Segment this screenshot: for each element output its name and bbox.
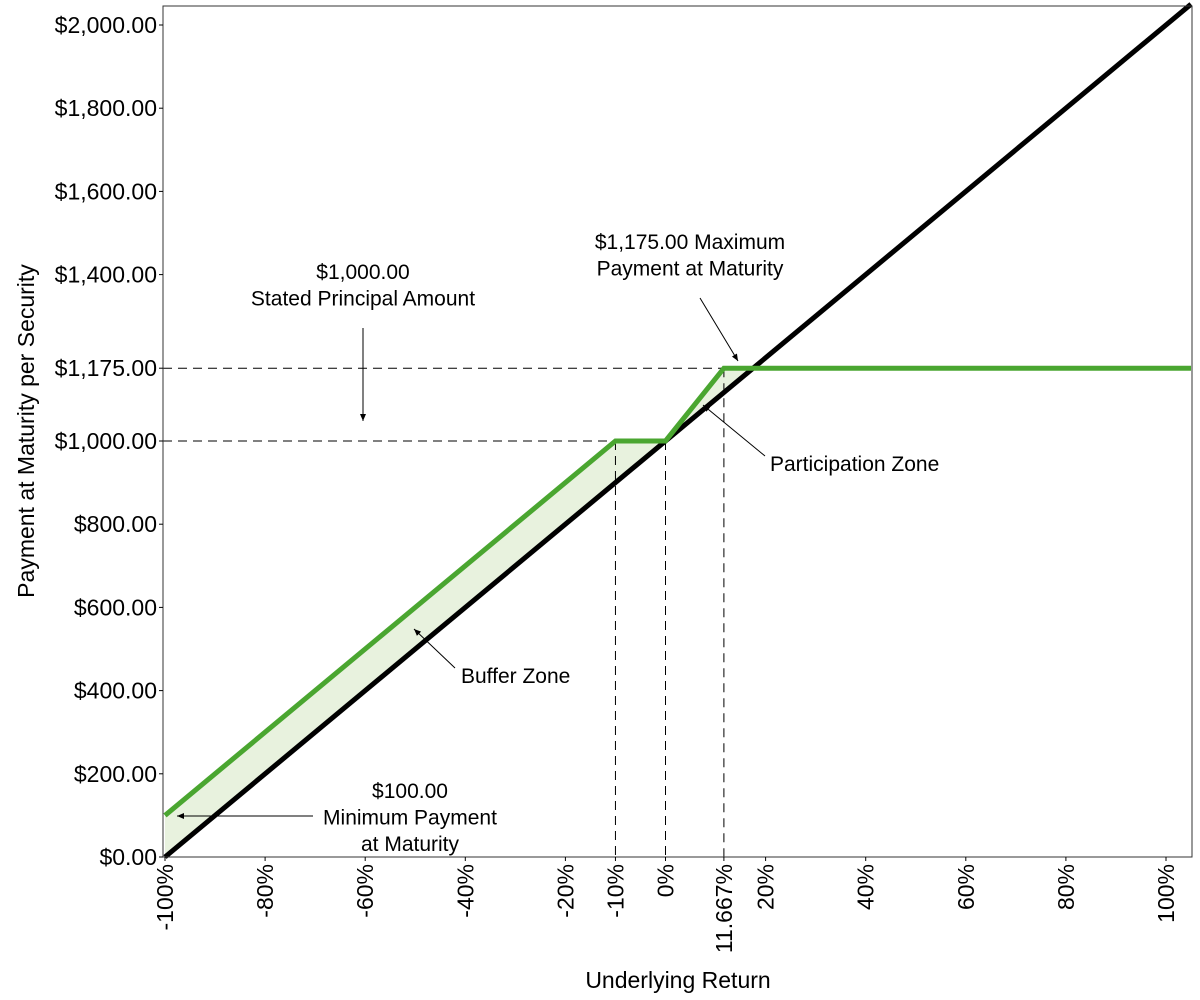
x-tick-label: 11.667% <box>711 864 737 953</box>
x-tick-label: -40% <box>452 864 478 918</box>
x-tick-label: 60% <box>953 864 979 910</box>
x-tick-label: -20% <box>552 864 578 918</box>
y-tick-label: $1,600.00 <box>55 178 157 204</box>
annotation-principal-text: Stated Principal Amount <box>251 288 475 311</box>
y-tick-label: $600.00 <box>74 594 157 620</box>
x-tick-label: -80% <box>252 864 278 918</box>
y-tick-label: $1,800.00 <box>55 95 157 121</box>
x-tick-label: 80% <box>1053 864 1079 910</box>
annotation-maximum-text: Payment at Maturity <box>597 258 784 281</box>
annotation-buffer-text: Buffer Zone <box>461 665 570 688</box>
annotation-minimum-text: at Maturity <box>361 833 460 856</box>
y-tick-label: $400.00 <box>74 678 157 704</box>
annotation-participation-text: Participation Zone <box>770 453 939 476</box>
y-tick-label: $1,175.00 <box>55 355 157 381</box>
annotation-principal-text: $1,000.00 <box>316 261 409 284</box>
payment-line <box>163 365 1192 818</box>
annotation-maximum-text: $1,175.00 Maximum <box>595 231 785 254</box>
y-tick-label: $1,000.00 <box>55 428 157 454</box>
annotation-minimum-text: $100.00 <box>372 780 448 803</box>
annotation-participation-arrow <box>702 404 766 457</box>
y-tick-label: $1,400.00 <box>55 262 157 288</box>
x-tick-label: 40% <box>853 864 879 910</box>
y-axis-label: Payment at Maturity per Security <box>13 264 39 598</box>
x-tick-label: -10% <box>602 864 628 918</box>
y-tick-label: $0.00 <box>99 844 157 870</box>
x-tick-label: 100% <box>1153 864 1179 923</box>
annotation-buffer-arrow <box>413 628 456 669</box>
plot-frame <box>162 5 1193 858</box>
annotation-maximum-arrow <box>699 297 739 362</box>
x-axis-label: Underlying Return <box>585 967 770 993</box>
y-tick-label: $2,000.00 <box>55 12 157 38</box>
annotation-minimum-text: Minimum Payment <box>323 807 497 830</box>
x-tick-label: 0% <box>653 864 679 897</box>
underlying-line <box>163 2 1193 859</box>
x-tick-label: -100% <box>152 864 178 930</box>
x-tick-label: 20% <box>753 864 779 910</box>
y-tick-label: $200.00 <box>74 761 157 787</box>
y-tick-label: $800.00 <box>74 511 157 537</box>
x-tick-label: -60% <box>352 864 378 918</box>
